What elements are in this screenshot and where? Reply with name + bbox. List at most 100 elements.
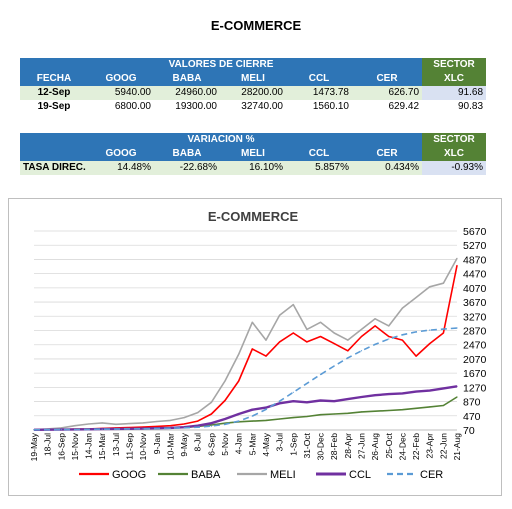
- x-tick-label: 24-Dec: [397, 432, 407, 460]
- row-label: TASA DIREC.: [20, 161, 88, 175]
- data-point-ccl: [333, 400, 335, 402]
- data-point-cer: [101, 428, 103, 430]
- data-point-ccl: [279, 402, 281, 404]
- data-point-baba: [374, 410, 376, 412]
- data-point-goog: [197, 420, 199, 422]
- data-point-meli: [115, 423, 117, 425]
- x-tick-label: 5-Nov: [220, 432, 230, 455]
- data-point-cer: [401, 334, 404, 336]
- data-point-cer: [197, 426, 199, 428]
- data-point-meli: [456, 257, 458, 259]
- data-point-cer: [279, 400, 281, 402]
- data-point-meli: [401, 307, 404, 309]
- data-point-cer: [415, 331, 417, 333]
- data-point-ccl: [442, 387, 444, 390]
- y-tick-label: 5270: [463, 240, 487, 252]
- cer-cell: 629.42: [352, 100, 423, 114]
- data-point-goog: [238, 380, 240, 382]
- date-cell: 12-Sep: [20, 86, 88, 100]
- data-point-baba: [442, 404, 444, 407]
- data-point-baba: [306, 415, 308, 418]
- y-tick-label: 2470: [463, 340, 487, 352]
- data-point-meli: [197, 411, 199, 414]
- x-tick-label: 30-Dec: [316, 432, 326, 460]
- meli-cell: 16.10%: [220, 161, 286, 175]
- x-tick-label: 6-Sep: [206, 433, 216, 456]
- table-row: TASA DIREC. 14.48% -22.68% 16.10% 5.857%…: [20, 161, 487, 175]
- xlc-cell: 91.68: [422, 86, 487, 100]
- data-point-baba: [429, 406, 431, 408]
- data-point-meli: [360, 328, 363, 331]
- data-point-meli: [183, 416, 185, 419]
- column-header: MELI: [220, 147, 286, 161]
- series-line-meli: [33, 258, 458, 431]
- data-point-goog: [442, 332, 444, 334]
- data-point-ccl: [415, 391, 417, 393]
- x-tick-label: 15-Nov: [70, 432, 80, 460]
- data-point-cer: [33, 429, 35, 431]
- data-point-meli: [128, 423, 131, 425]
- column-header: CCL: [286, 72, 352, 86]
- data-point-goog: [156, 425, 158, 428]
- data-point-meli: [279, 314, 281, 316]
- data-point-cer: [251, 415, 253, 417]
- x-tick-label: 28-Apr: [343, 433, 353, 459]
- data-point-baba: [388, 409, 390, 412]
- data-point-cer: [128, 428, 131, 430]
- column-header: GOOG: [88, 147, 154, 161]
- y-tick-label: 1670: [463, 368, 487, 380]
- x-tick-label: 11-Sep: [125, 433, 135, 460]
- data-point-baba: [401, 409, 404, 411]
- sector-header: SECTOR: [422, 58, 487, 72]
- goog-cell: 6800.00: [88, 100, 154, 114]
- data-point-goog: [292, 332, 294, 334]
- column-header: CER: [352, 147, 423, 161]
- data-point-ccl: [292, 400, 294, 402]
- data-point-cer: [333, 365, 335, 367]
- data-point-ccl: [388, 393, 390, 395]
- x-tick-label: 19-May: [29, 432, 39, 461]
- chart-title: E-COMMERCE: [208, 209, 299, 224]
- x-tick-label: 31-Oct: [302, 432, 312, 458]
- data-point-meli: [87, 423, 90, 425]
- data-point-ccl: [210, 422, 212, 424]
- date-cell: 19-Sep: [20, 100, 88, 114]
- y-tick-label: 4470: [463, 269, 487, 281]
- data-point-cer: [429, 329, 431, 331]
- data-point-ccl: [306, 401, 308, 403]
- line-chart: E-COMMERCE 70 470 870 1270 1670 2070 2470 2870 3…: [29, 209, 487, 481]
- data-point-baba: [360, 411, 363, 413]
- data-point-cer: [319, 373, 322, 376]
- data-point-baba: [292, 416, 294, 419]
- x-tick-label: 25-Oct: [384, 432, 394, 458]
- data-point-cer: [115, 428, 117, 430]
- closing-values-table: VALORES DE CIERRE SECTOR FECHA GOOG BABA…: [20, 58, 487, 114]
- data-point-meli: [101, 422, 103, 424]
- data-point-meli: [306, 328, 308, 331]
- data-point-meli: [429, 286, 431, 288]
- xlc-cell: -0.93%: [422, 161, 487, 175]
- x-tick-label: 8-Jul: [193, 433, 203, 452]
- x-tick-label: 10-Mar: [165, 433, 175, 460]
- x-tick-label: 27-Jun: [356, 433, 366, 459]
- baba-cell: -22.68%: [154, 161, 220, 175]
- chart-container: E-COMMERCE 70 470 870 1270 1670 2070 2470 2870 3…: [8, 198, 502, 496]
- data-point-goog: [360, 335, 363, 338]
- data-point-meli: [292, 303, 294, 306]
- data-point-baba: [251, 420, 253, 422]
- legend-label-goog: GOOG: [112, 469, 146, 481]
- x-tick-label: 15-Mar: [97, 433, 107, 460]
- data-point-meli: [210, 401, 212, 403]
- data-point-meli: [169, 419, 172, 422]
- meli-cell: 28200.00: [220, 86, 286, 100]
- x-tick-label: 4-May: [261, 432, 271, 456]
- y-tick-label: 2070: [463, 354, 487, 366]
- data-point-cer: [456, 327, 458, 329]
- data-point-goog: [347, 350, 349, 352]
- data-point-meli: [319, 321, 322, 323]
- data-point-goog: [279, 341, 281, 343]
- column-header-empty: [20, 147, 88, 161]
- data-point-cer: [142, 428, 144, 430]
- column-header: FECHA: [20, 72, 88, 86]
- data-point-baba: [456, 396, 458, 398]
